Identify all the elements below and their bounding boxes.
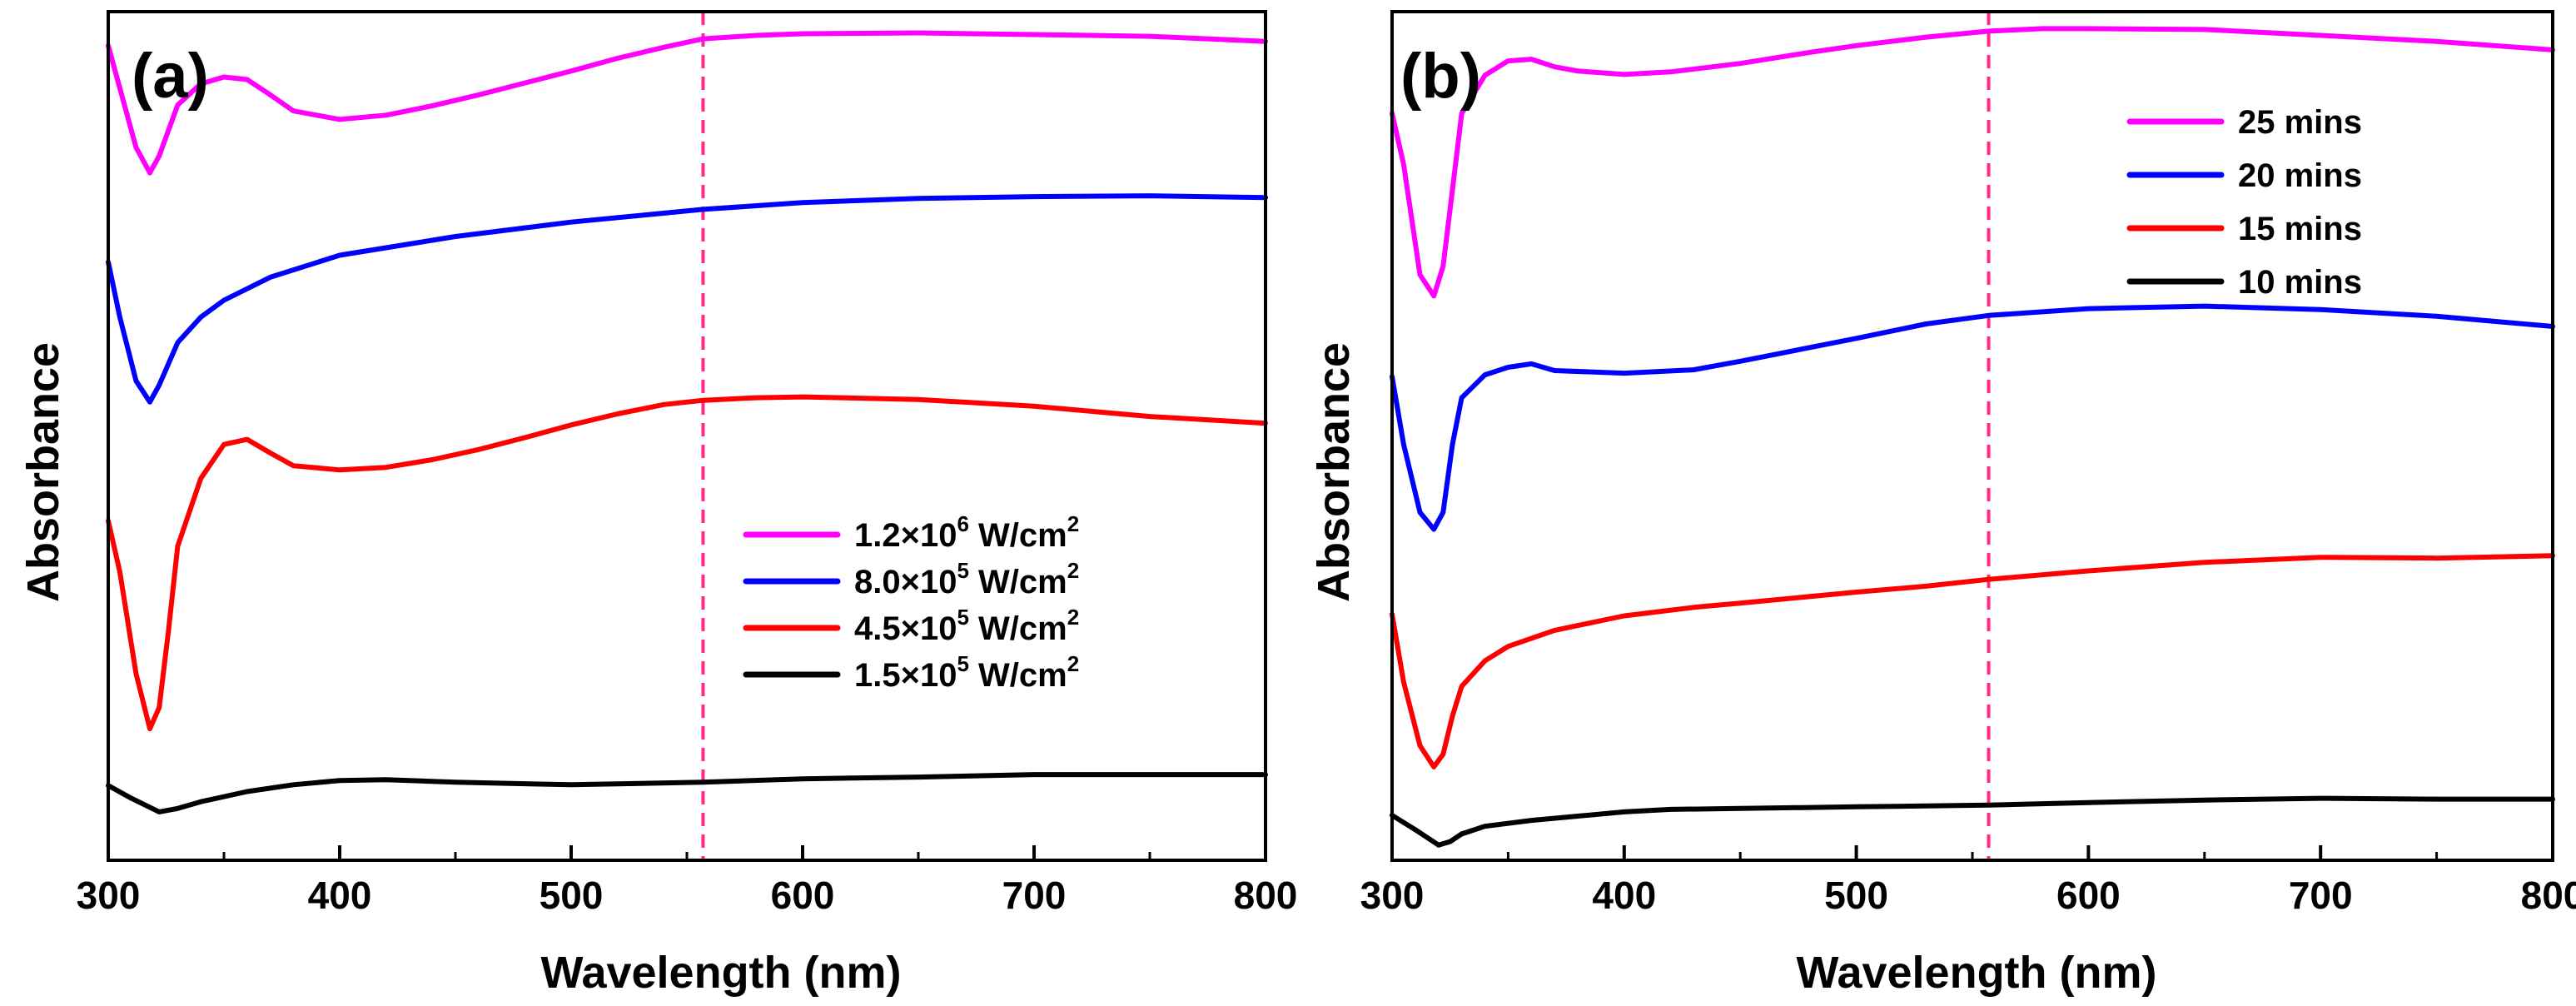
legend-label-unit: W/cm [969,657,1067,694]
x-tick-label: 300 [77,874,141,917]
series-layer-a [106,30,1268,814]
series-line-1 [1390,26,2555,299]
legend-label-unit: W/cm [969,564,1067,600]
legend-label-4: 1.5×105 W/cm2 [854,651,1079,694]
x-tick-label: 400 [1592,874,1656,917]
x-tick-label: 300 [1360,874,1425,917]
legend-label-1: 25 mins [2238,104,2362,141]
panel-label-a: (a) [132,41,209,112]
x-tick-label: 600 [771,874,835,917]
x-ticks-b: 300 400 500 600 700 800 [1360,845,2576,917]
legend-label-unit: W/cm [969,517,1067,554]
plot-frame-b [1390,10,2554,862]
series-line-2 [1390,303,2555,532]
series-line-4 [106,772,1268,814]
legend-label-2: 20 mins [2238,157,2362,194]
legend-label-unit-exp: 2 [1067,511,1079,536]
x-tick-label: 700 [2289,874,2353,917]
x-ticks-a: 300 400 500 600 700 800 [77,845,1298,917]
x-tick-label: 500 [540,874,604,917]
series-line-3 [1390,553,2555,769]
series-line-1 [106,30,1268,176]
legend-label-base: 1.5×10 [854,657,957,694]
legend-label-unit-exp: 2 [1067,651,1079,676]
legend-label-4: 10 mins [2238,264,2362,301]
series-line-3 [106,394,1268,732]
series-layer-b [1390,26,2555,848]
legend-label-unit: W/cm [969,610,1067,647]
legend-label-unit-exp: 2 [1067,605,1079,630]
x-tick-label: 700 [1002,874,1067,917]
series-line-2 [106,193,1268,405]
legend-label-3: 15 mins [2238,211,2362,247]
x-tick-label: 800 [1234,874,1298,917]
legend-label-exp: 5 [957,558,968,583]
y-axis-title-a: Absorbance [18,342,68,602]
legend-label-exp: 5 [957,605,968,630]
legend-label-3: 4.5×105 W/cm2 [854,605,1079,647]
x-tick-label: 600 [2056,874,2121,917]
legend-label-base: 4.5×10 [854,610,957,647]
legend-label-base: 8.0×10 [854,564,957,600]
legend-label-exp: 6 [957,511,968,536]
legend-label-exp: 5 [957,651,968,676]
x-axis-title-b: Wavelength (nm) [1796,948,2156,998]
legend-label-unit-exp: 2 [1067,558,1079,583]
panel-a: 300 400 500 600 700 800 (a) Wavelength (nm) A… [18,10,1298,998]
plot-frame-a [107,10,1267,862]
panel-b: 300 400 500 600 700 800 (b) Wavelength (nm) A… [1309,10,2576,998]
legend-label-base: 1.2×10 [854,517,957,554]
legend-b: 25 mins 20 mins 15 mins 10 mins [2126,104,2362,301]
x-axis-title-a: Wavelength (nm) [540,948,901,998]
legend-label-2: 8.0×105 W/cm2 [854,558,1079,600]
series-line-4 [1390,795,2555,848]
x-tick-label: 800 [2521,874,2576,917]
panel-label-b: (b) [1400,41,1481,112]
legend-label-1: 1.2×106 W/cm2 [854,511,1079,554]
y-axis-title-b: Absorbance [1309,342,1359,602]
x-tick-label: 400 [308,874,372,917]
x-tick-label: 500 [1824,874,1888,917]
